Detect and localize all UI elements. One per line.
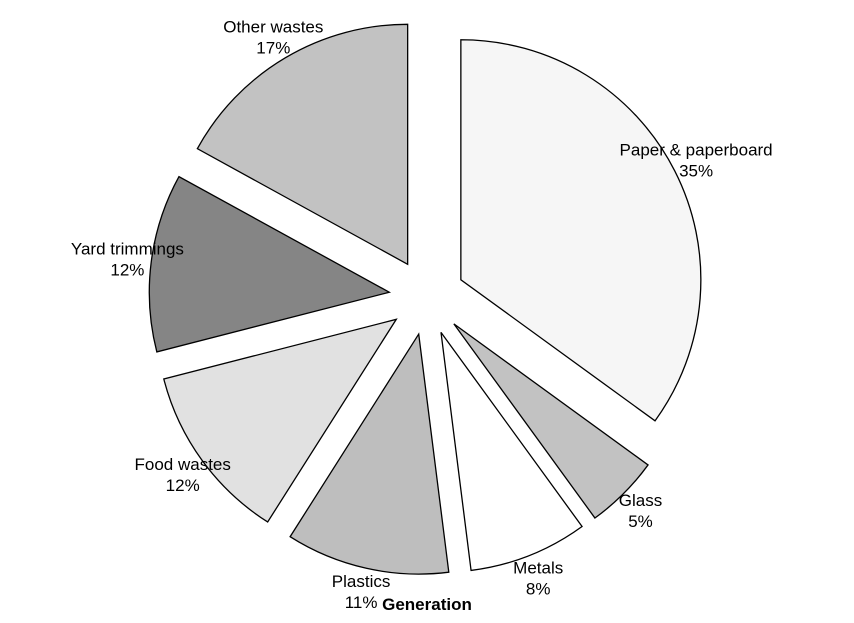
slice-category: Plastics xyxy=(332,572,391,591)
slice-label-paper-paperboard: Paper & paperboard 35% xyxy=(620,140,773,180)
slice-category: Food wastes xyxy=(135,455,231,474)
slice-label-glass: Glass 5% xyxy=(619,491,662,531)
slice-label-yard-trimmings: Yard trimmings 12% xyxy=(71,240,184,280)
slice-label-plastics: Plastics 11% xyxy=(332,572,391,612)
slices-layer xyxy=(148,23,702,575)
slice-category: Metals xyxy=(513,558,563,577)
pie-slice-paper-paperboard xyxy=(460,39,702,422)
slice-percent: 5% xyxy=(628,512,653,531)
slice-percent: 11% xyxy=(345,593,378,612)
slice-category: Paper & paperboard xyxy=(620,140,773,159)
slice-category: Other wastes xyxy=(223,18,323,37)
slice-label-other-wastes: Other wastes 17% xyxy=(223,18,323,58)
slice-percent: 8% xyxy=(526,579,551,598)
labels-layer: Paper & paperboard 35% Glass 5% Metals 8% Plas… xyxy=(71,18,773,613)
pie-slice-plastics xyxy=(289,332,450,575)
slice-category: Glass xyxy=(619,491,662,510)
pie-slice-other-wastes xyxy=(196,23,409,266)
slice-percent: 35% xyxy=(679,161,713,180)
pie-slice-food-wastes xyxy=(163,318,398,523)
slice-label-metals: Metals 8% xyxy=(513,558,563,598)
slice-percent: 12% xyxy=(166,476,200,495)
pie-slice-yard-trimmings xyxy=(148,175,392,353)
pie-slice-glass xyxy=(453,323,649,519)
slice-percent: 17% xyxy=(256,39,290,58)
pie-slice-metals xyxy=(440,331,583,572)
slice-percent: 12% xyxy=(110,261,144,280)
slice-label-food-wastes: Food wastes 12% xyxy=(135,455,231,495)
chart-title: Generation xyxy=(382,595,472,614)
slice-category: Yard trimmings xyxy=(71,240,184,259)
